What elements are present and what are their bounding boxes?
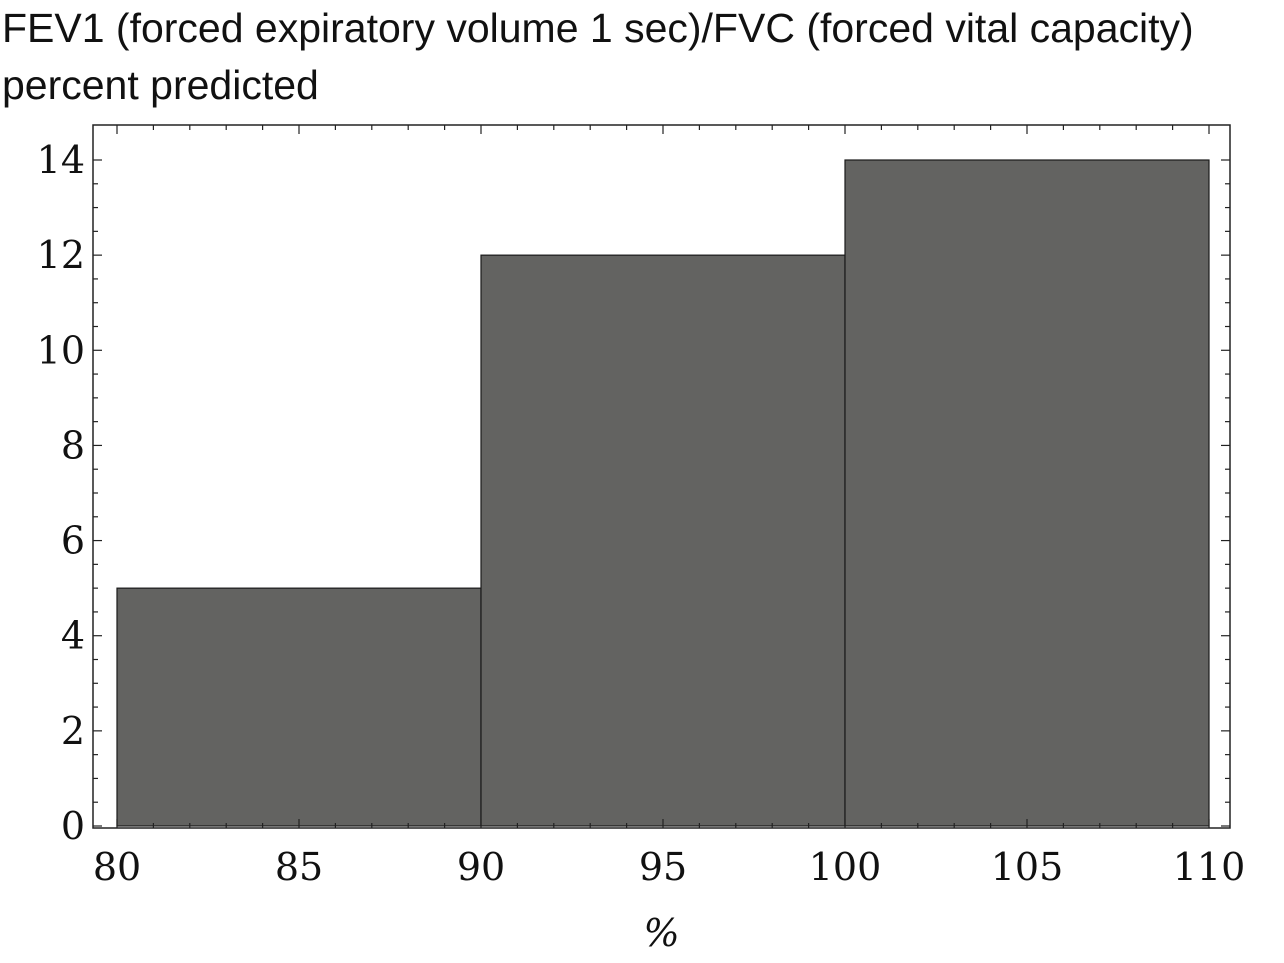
- x-axis-label: %: [643, 911, 679, 955]
- histogram-bar: [116, 587, 482, 827]
- histogram-bar: [480, 254, 846, 827]
- bars-layer: [116, 159, 1210, 827]
- chart-title: FEV1 (forced expiratory volume 1 sec)/FV…: [2, 5, 1194, 108]
- y-tick-label: 2: [61, 709, 85, 753]
- y-tick-label: 4: [61, 614, 85, 658]
- plot-frame: [92, 124, 1231, 829]
- y-tick-label: 10: [37, 328, 85, 372]
- x-tick-label: 110: [1173, 845, 1246, 889]
- y-tick-label: 6: [61, 519, 85, 563]
- x-tick-labels: 80 85 90 95 100 105 110: [93, 845, 1245, 889]
- x-tick-label: 95: [639, 845, 687, 889]
- y-tick-label: 8: [61, 423, 85, 467]
- x-tick-label: 90: [457, 845, 505, 889]
- x-tick-label: 85: [275, 845, 323, 889]
- y-tick-labels: 0 2 4 6 8 10 12 14: [37, 138, 85, 848]
- x-tick-label: 100: [809, 845, 882, 889]
- y-tick-label: 0: [61, 804, 85, 848]
- y-tick-label: 12: [37, 233, 85, 277]
- ticks-layer: [93, 125, 1230, 828]
- x-tick-label: 105: [991, 845, 1064, 889]
- x-tick-label: 80: [93, 845, 141, 889]
- y-tick-label: 14: [37, 138, 85, 182]
- histogram-bar: [844, 159, 1210, 827]
